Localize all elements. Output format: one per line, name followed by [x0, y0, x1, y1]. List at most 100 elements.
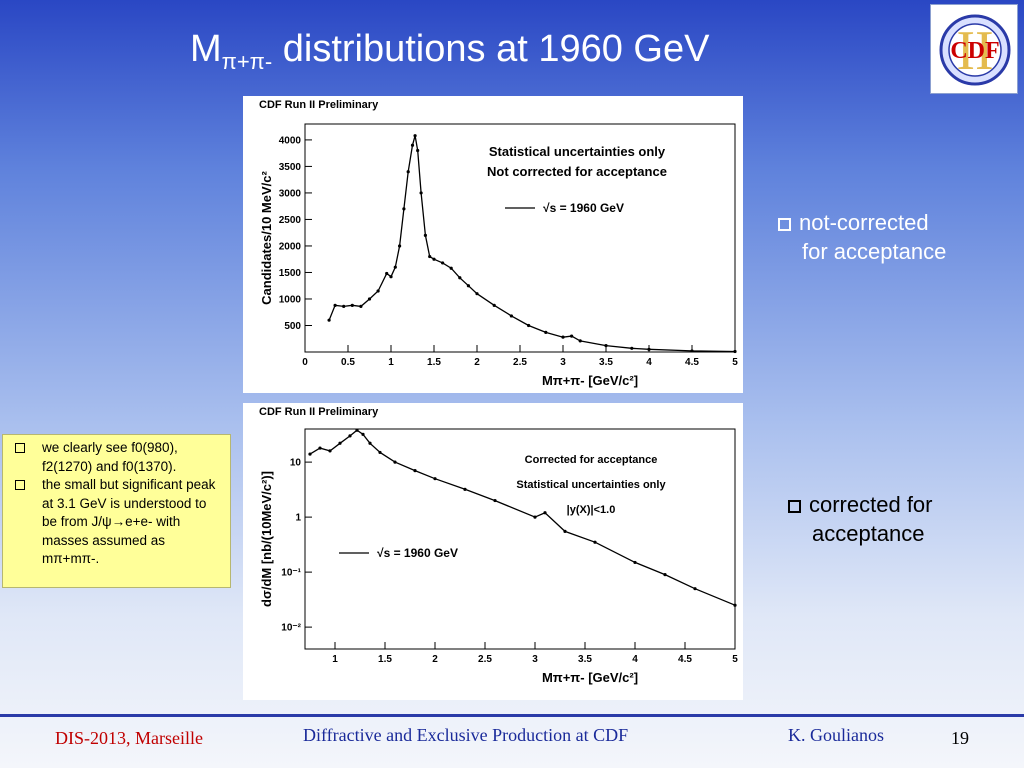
data-point	[398, 244, 402, 248]
data-point	[492, 303, 496, 307]
data-point	[308, 452, 312, 456]
data-point	[466, 284, 470, 288]
footer-conference: DIS-2013, Marseille	[55, 728, 203, 748]
chart-corrected: CDF Run II Preliminary 1 1.5 2 2.5 3 3.5 4 4.5 5 1…	[259, 406, 738, 685]
footer-talk-title: Diffractive and Exclusive Production at …	[303, 725, 629, 745]
data-point	[432, 257, 436, 261]
plot-frame	[304, 428, 736, 650]
x-tick-label: 1.5	[378, 654, 392, 665]
data-point	[475, 292, 479, 296]
y-tick-label: 2500	[279, 215, 302, 226]
data-point	[693, 587, 697, 591]
x-tick-label: 2.5	[513, 357, 527, 368]
legend-label: √s = 1960 GeV	[543, 201, 624, 215]
x-tick-label: 1.5	[427, 357, 441, 368]
x-tick-label: 2	[474, 357, 480, 368]
chart-panel-uncorrected: CDF Run II Preliminary 0 0.5 1 1.5 2 2.5 3 3.5 4 4…	[243, 96, 743, 393]
data-point	[493, 498, 497, 503]
data-point	[355, 428, 359, 432]
x-axis-label: Mπ+π- [GeV/c²]	[542, 670, 638, 685]
x-tick-label: 1	[388, 357, 394, 368]
data-point	[509, 314, 513, 318]
y-tick-label: 10⁻¹	[281, 568, 301, 579]
data-point	[327, 318, 331, 322]
x-tick-label: 3	[532, 654, 538, 665]
x-tick-label: 0	[302, 357, 308, 368]
y-tick-label: 3500	[279, 162, 302, 173]
data-point	[359, 304, 363, 308]
x-tick-label: 2.5	[478, 654, 492, 665]
data-point	[428, 254, 432, 259]
data-point	[328, 449, 332, 453]
y-tick-label: 2000	[279, 241, 302, 252]
x-tick-label: 1	[332, 654, 338, 665]
y-tick-label: 1000	[279, 294, 302, 305]
footer-page-number: 19	[951, 728, 969, 748]
data-point	[561, 335, 565, 339]
data-point	[733, 603, 737, 607]
chart-annotation: Statistical uncertainties only	[489, 144, 666, 159]
logo-numeral: II	[956, 20, 993, 82]
data-point	[406, 170, 410, 174]
data-point	[570, 334, 574, 338]
x-tick-label: 3.5	[578, 654, 592, 665]
data-point	[604, 344, 608, 348]
footer-divider	[0, 714, 1024, 717]
data-point	[563, 529, 567, 533]
x-tick-label: 3.5	[599, 357, 613, 368]
data-point	[333, 303, 337, 307]
data-point	[441, 261, 445, 265]
data-point	[367, 297, 372, 301]
chart-annotation: Not corrected for acceptance	[487, 164, 667, 179]
checkbox-bullet-icon	[778, 218, 791, 231]
title-rest: distributions at 1960 GeV	[272, 28, 710, 70]
data-point	[663, 573, 667, 577]
x-tick-label: 4.5	[678, 654, 692, 665]
bullet-bottom-line2: acceptance	[812, 521, 925, 546]
x-tick-label: 0.5	[341, 357, 355, 368]
data-point	[593, 540, 597, 544]
data-point	[389, 275, 393, 279]
data-point	[338, 441, 342, 445]
bullet-not-corrected: not-corrected for acceptance	[778, 208, 998, 266]
data-point	[416, 148, 420, 153]
logo-text: CDF	[950, 38, 999, 64]
note-item: the small but significant peak at 3.1 Ge…	[9, 476, 224, 569]
data-point	[458, 276, 462, 280]
data-point	[423, 233, 427, 237]
data-point	[376, 289, 380, 293]
y-tick-label: 3000	[279, 188, 302, 199]
y-axis-label: dσ/dM [nb/(10MeV/c²)]	[259, 471, 274, 607]
y-tick-label: 500	[284, 321, 301, 332]
x-tick-label: 5	[732, 654, 738, 665]
x-tick-label: 4.5	[685, 357, 699, 368]
data-point	[348, 434, 352, 438]
data-point	[361, 432, 365, 436]
data-point	[318, 446, 322, 450]
checkbox-bullet-icon	[15, 443, 25, 453]
data-point	[449, 266, 453, 270]
data-point	[393, 265, 397, 269]
data-point	[630, 346, 634, 350]
series-line	[309, 429, 736, 606]
data-point	[543, 511, 547, 515]
data-point	[733, 349, 737, 354]
chart-uncorrected: CDF Run II Preliminary 0 0.5 1 1.5 2 2.5 3 3.5 4 4…	[259, 99, 738, 388]
x-axis-label: Mπ+π- [GeV/c²]	[542, 373, 638, 388]
notes-box: we clearly see f0(980), f2(1270) and f0(…	[2, 434, 231, 588]
data-point	[544, 330, 548, 334]
y-tick-label: 1	[295, 513, 301, 524]
x-tick-label: 3	[560, 357, 566, 368]
y-tick-label: 10⁻²	[281, 623, 301, 634]
slide-title: Mπ+π- distributions at 1960 GeV	[190, 28, 710, 74]
data-point	[368, 441, 372, 445]
data-point	[413, 134, 417, 138]
chart-annotation: |y(X)|<1.0	[567, 504, 616, 516]
data-point	[533, 515, 537, 519]
data-point	[527, 323, 531, 328]
y-tick-label: 1500	[279, 268, 302, 279]
data-point	[342, 304, 346, 308]
checkbox-bullet-icon	[788, 500, 801, 513]
legend-label: √s = 1960 GeV	[377, 546, 458, 560]
data-point	[402, 207, 406, 211]
